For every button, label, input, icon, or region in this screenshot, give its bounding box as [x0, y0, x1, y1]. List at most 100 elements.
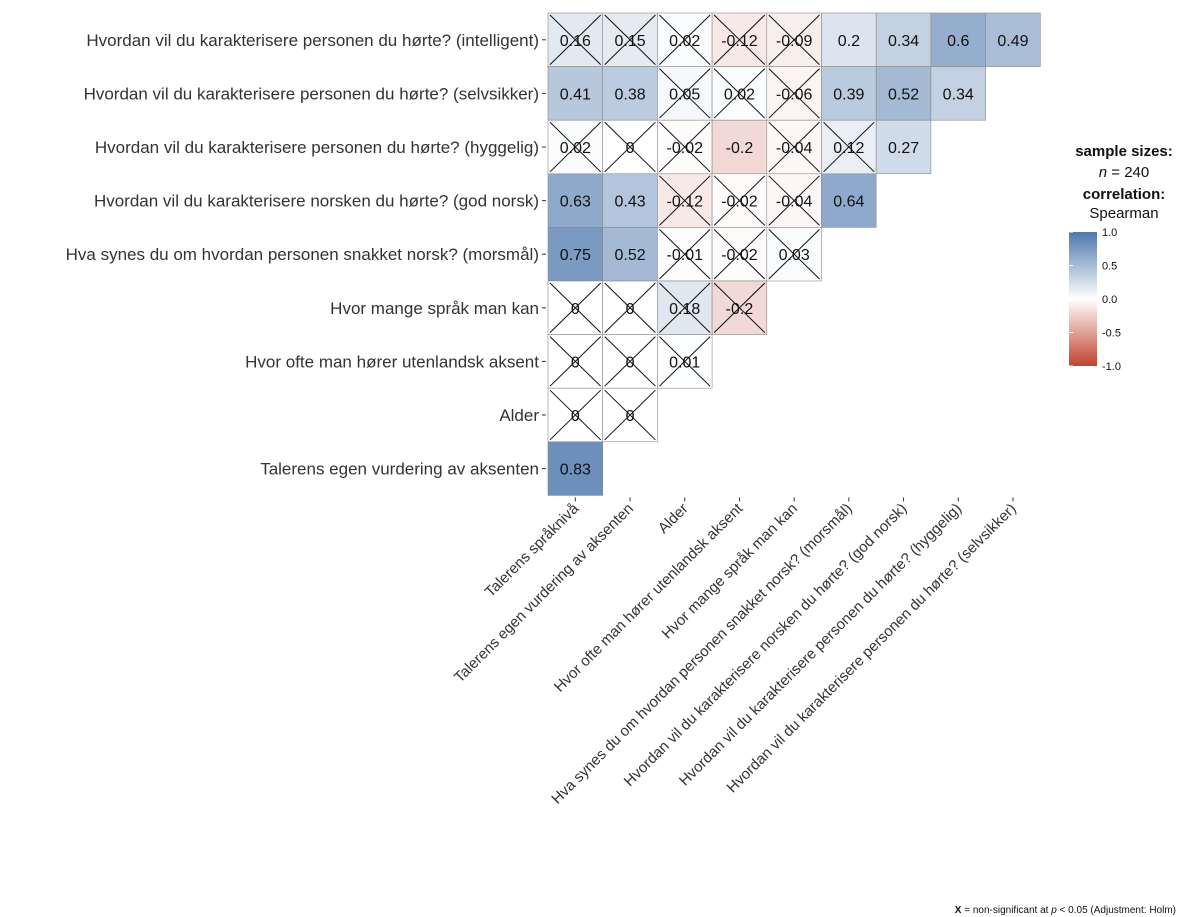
heatmap-cell: [875, 12, 932, 67]
cell-value-label: -0.2: [726, 301, 754, 318]
legend-correlation-title: correlation:: [1083, 186, 1166, 203]
nonsignificant-cross: [549, 282, 602, 333]
nonsignificant-cross: [659, 282, 711, 333]
cell-value-label: 0.52: [888, 86, 919, 103]
nonsignificant-cross: [768, 229, 820, 280]
nonsignificant-cross: [768, 68, 820, 119]
row-labels: Hvordan vil du karakterisere personen du…: [66, 31, 546, 479]
nonsignificant-cross: [604, 389, 656, 441]
cell-value-label: 0.6: [947, 33, 969, 50]
cell-value-label: 0.38: [614, 86, 645, 103]
cell-value-label: 0.49: [997, 33, 1028, 50]
cell-value-label: 0: [626, 140, 635, 157]
nonsignificant-cross: [659, 68, 711, 119]
caption: X = non-significant at p < 0.05 (Adjustm…: [955, 905, 1176, 916]
heatmap-cell: [547, 227, 604, 282]
heatmap-cell: [821, 173, 877, 228]
legend-tick-label: 1.0: [1102, 227, 1117, 239]
heatmap-cells: 0.16 0.15 0.02 -0.12 -0.09 0.2 0.34 0.6 0.49 0.41…: [547, 12, 1041, 496]
cell-value-label: 0.64: [833, 194, 864, 211]
legend-tick-label: 0.5: [1102, 261, 1117, 273]
heatmap-cell: [711, 119, 768, 175]
heatmap-cell: [821, 12, 877, 67]
legend-ticks: 1.0 0.5 0.0 -0.5 -1.0: [1069, 227, 1121, 373]
y-tick-label: Hva synes du om hvordan personen snakket…: [66, 245, 539, 264]
cell-value-label: -0.02: [721, 247, 758, 264]
cell-value-label: -0.2: [726, 140, 754, 157]
cell-value-label: 0.34: [888, 33, 919, 50]
cell-value-label: 0.41: [560, 86, 591, 103]
heatmap-cell: [602, 66, 658, 121]
cell-value-label: 0: [626, 301, 635, 318]
y-tick-label: Hvordan vil du karakterisere norsken du …: [94, 192, 539, 211]
heatmap-cell: [821, 66, 877, 121]
legend-tick-label: -0.5: [1102, 328, 1121, 340]
legend: sample sizes: n = 240 correlation: Spear…: [1069, 143, 1173, 373]
cell-value-label: -0.02: [667, 140, 704, 157]
nonsignificant-cross: [659, 121, 711, 173]
cell-value-label: 0.63: [560, 194, 591, 211]
nonsignificant-cross: [659, 175, 711, 226]
legend-tick-label: -1.0: [1102, 361, 1121, 373]
cell-value-label: 0.34: [943, 86, 974, 103]
nonsignificant-cross: [659, 336, 711, 387]
nonsignificant-cross: [604, 282, 656, 333]
cell-value-label: 0.03: [779, 247, 810, 264]
cell-value-label: 0: [571, 301, 580, 318]
y-tick-label: Hvordan vil du karakterisere personen du…: [84, 84, 539, 103]
nonsignificant-cross: [549, 14, 602, 65]
cell-value-label: 0.83: [560, 462, 591, 479]
cell-value-label: 0.18: [669, 301, 700, 318]
cell-value-label: -0.02: [721, 194, 758, 211]
nonsignificant-cross: [604, 121, 656, 173]
heatmap-cell: [547, 441, 604, 496]
cell-value-label: 0: [571, 408, 580, 425]
cell-value-label: 0.75: [560, 247, 591, 264]
cell-value-label: 0.27: [888, 140, 919, 157]
nonsignificant-cross: [659, 14, 711, 65]
nonsignificant-cross: [768, 121, 820, 173]
heatmap-cell: [547, 173, 604, 228]
cell-value-label: 0.52: [614, 247, 645, 264]
y-tick-label: Hvordan vil du karakterisere personen du…: [86, 31, 539, 50]
nonsignificant-cross: [549, 121, 602, 173]
nonsignificant-cross: [604, 14, 656, 65]
y-tick-label: Hvor ofte man hører utenlandsk aksent: [245, 352, 539, 371]
cell-value-label: 0.12: [833, 140, 864, 157]
nonsignificant-cross: [549, 336, 602, 387]
heatmap-cell: [930, 66, 986, 121]
heatmap-cell: [547, 66, 604, 121]
cell-value-label: -0.01: [667, 247, 704, 264]
cell-value-label: 0.01: [669, 354, 700, 371]
nonsignificant-cross: [713, 14, 766, 65]
cell-value-label: -0.12: [667, 194, 704, 211]
heatmap-cell: [985, 12, 1041, 67]
cell-value-label: 0.16: [560, 33, 591, 50]
nonsignificant-cross: [549, 389, 602, 441]
cell-value-label: 0.43: [614, 194, 645, 211]
x-tick-label: Alder: [655, 500, 692, 537]
legend-method: Spearman: [1089, 205, 1158, 222]
y-tick-label: Hvordan vil du karakterisere personen du…: [95, 138, 539, 157]
nonsignificant-cross: [659, 229, 711, 280]
y-tick-label: Talerens egen vurdering av aksenten: [260, 460, 539, 479]
heatmap-cell: [875, 119, 932, 175]
nonsignificant-cross: [713, 175, 766, 226]
legend-n: n = 240: [1099, 164, 1149, 181]
y-tick-label: Alder: [499, 406, 539, 425]
cell-value-label: 0: [626, 354, 635, 371]
legend-sample-sizes-title: sample sizes:: [1075, 143, 1173, 160]
cell-value-label: 0.05: [669, 86, 700, 103]
legend-tick-label: 0.0: [1102, 294, 1117, 306]
nonsignificant-cross: [768, 14, 820, 65]
nonsignificant-cross: [823, 121, 875, 173]
x-tick-label: Talerens språknivå: [482, 500, 583, 601]
cell-value-label: -0.06: [776, 86, 813, 103]
y-tick-label: Hvor mange språk man kan: [330, 299, 539, 318]
heatmap-cell: [930, 12, 986, 67]
cell-value-label: -0.04: [776, 140, 813, 157]
nonsignificant-cross: [713, 229, 766, 280]
cell-value-label: -0.04: [776, 194, 813, 211]
